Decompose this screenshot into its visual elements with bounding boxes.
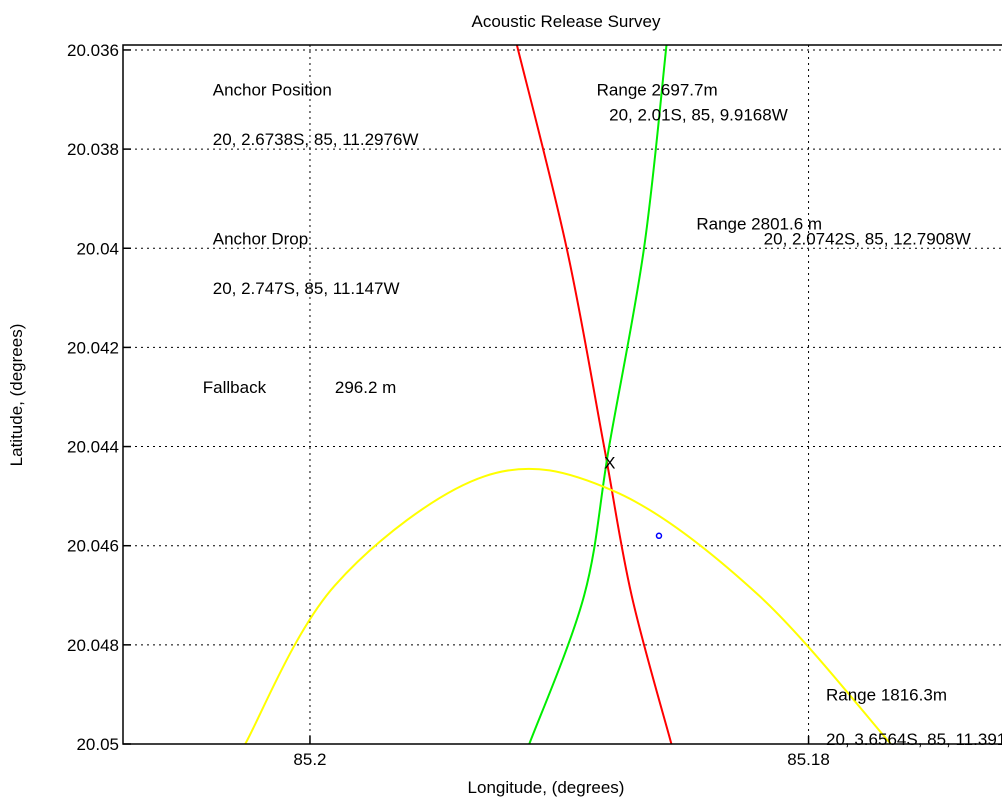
annotation-text: Anchor Drop: [213, 229, 308, 248]
series-layer: [244, 44, 892, 745]
annotation-text: Fallback: [203, 378, 267, 397]
plot-frame: [122, 44, 1002, 745]
x-tick-label: 85.18: [787, 750, 830, 769]
annotation-text: 20, 3.6564S, 85, 11.391W: [826, 730, 1002, 749]
intersection-marker: X: [604, 453, 615, 472]
chart-title: Acoustic Release Survey: [472, 12, 661, 31]
y-tick-label: 20.044: [67, 438, 119, 457]
y-tick-label: 20.042: [67, 338, 119, 357]
y-tick-label: 20.048: [67, 636, 119, 655]
y-tick-label: 20.046: [67, 537, 119, 556]
y-tick-label: 20.05: [76, 735, 119, 754]
annotation-text: 296.2 m: [335, 378, 396, 397]
annotation-text: 20, 2.01S, 85, 9.9168W: [609, 105, 788, 124]
annotation-text: Range 2801.6 m: [696, 214, 822, 233]
annotation-text: 20, 2.6738S, 85, 11.2976W: [213, 130, 419, 149]
annotation-text: Range 1816.3m: [826, 685, 947, 704]
series-line-2: [528, 44, 668, 745]
y-tick-label: 20.036: [67, 41, 119, 60]
series-line-3: [244, 467, 892, 745]
marker-layer: X: [604, 453, 663, 540]
annotation-text: 20, 2.747S, 85, 11.147W: [213, 279, 400, 298]
annotation-text: Anchor Position: [213, 81, 332, 100]
position-point: [655, 532, 663, 540]
annotation-layer: Anchor Position 20, 2.6738S, 85, 11.2976W…: [203, 81, 1002, 749]
y-tick-label: 20.038: [67, 140, 119, 159]
x-axis-label: Longitude, (degrees): [468, 778, 625, 797]
tick-layer: 85.2 85.18 20.036 20.038 20.04 20.042 20.044 20…: [67, 41, 830, 769]
annotation-text: 20, 2.0742S, 85, 12.7908W: [764, 229, 971, 248]
y-axis-label: Latitude, (degrees): [7, 324, 26, 467]
x-tick-label: 85.2: [293, 750, 326, 769]
annotation-text: Range 2697.7m: [597, 81, 718, 100]
series-line-1: [515, 44, 673, 745]
y-tick-label: 20.04: [76, 239, 119, 258]
